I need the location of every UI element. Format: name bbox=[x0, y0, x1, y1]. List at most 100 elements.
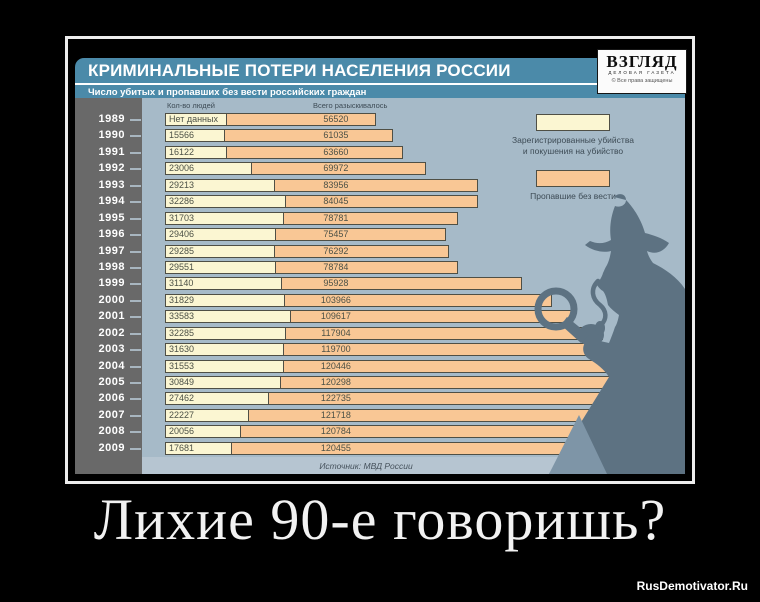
murders-value: 29406 bbox=[169, 229, 195, 240]
axis-tick bbox=[130, 365, 141, 368]
year-label: 1994 bbox=[98, 195, 125, 208]
missing-persons-value: 122735 bbox=[320, 393, 351, 404]
year-label: 2007 bbox=[98, 408, 125, 421]
source-label: Источник: МВД России bbox=[319, 461, 413, 471]
missing-persons-value: 78781 bbox=[323, 212, 349, 223]
axis-tick bbox=[130, 217, 141, 220]
year-label: 2006 bbox=[98, 392, 125, 405]
chart-rows: 1989 56520 Нет данных 1990 61035 15566 1991 636… bbox=[75, 113, 685, 458]
axis-tick bbox=[130, 349, 141, 352]
year-row-1990: 1990 61035 15566 bbox=[75, 129, 685, 143]
year-row-2004: 2004 120446 31553 bbox=[75, 359, 685, 373]
axis-tick bbox=[130, 151, 141, 154]
source-strip bbox=[142, 457, 685, 474]
murders-value: 33583 bbox=[169, 311, 195, 322]
chart-body: Кол-во людей Всего разыскивалось 1989 565… bbox=[75, 98, 685, 474]
chart-header: КРИМИНАЛЬНЫЕ ПОТЕРИ НАСЕЛЕНИЯ РОССИИ Чис… bbox=[75, 58, 685, 98]
missing-persons-value: 61035 bbox=[323, 130, 349, 141]
axis-tick bbox=[130, 398, 141, 401]
year-row-1991: 1991 63660 16122 bbox=[75, 145, 685, 159]
murders-value: 15566 bbox=[169, 130, 195, 141]
logo-name: ВЗГЛЯД bbox=[606, 52, 678, 71]
axis-tick bbox=[130, 431, 141, 434]
year-row-2006: 2006 122735 27462 bbox=[75, 392, 685, 406]
year-row-1994: 1994 84045 32286 bbox=[75, 195, 685, 209]
bar-track: 61035 15566 bbox=[165, 129, 683, 143]
year-row-1989: 1989 56520 Нет данных bbox=[75, 113, 685, 126]
axis-tick bbox=[130, 135, 141, 138]
missing-persons-value: 117904 bbox=[321, 327, 351, 338]
year-row-1992: 1992 69972 23006 bbox=[75, 162, 685, 176]
murders-bar bbox=[165, 145, 227, 159]
axis-tick bbox=[130, 316, 141, 319]
column-header-total: Всего разыскивалось bbox=[313, 101, 388, 110]
murders-value: 29213 bbox=[169, 179, 195, 190]
axis-tick bbox=[130, 332, 141, 335]
murders-bar bbox=[165, 392, 269, 406]
missing-persons-value: 76292 bbox=[323, 245, 349, 256]
murders-value: 32286 bbox=[169, 196, 195, 207]
missing-persons-value: 120784 bbox=[320, 426, 351, 437]
bar-track: 117904 32285 bbox=[165, 326, 683, 340]
year-row-2003: 2003 119700 31630 bbox=[75, 343, 685, 357]
year-row-1995: 1995 78781 31703 bbox=[75, 211, 685, 225]
year-axis-column bbox=[75, 98, 142, 474]
chart-image: КРИМИНАЛЬНЫЕ ПОТЕРИ НАСЕЛЕНИЯ РОССИИ Чис… bbox=[75, 46, 687, 474]
year-label: 2008 bbox=[98, 425, 125, 438]
vzglyad-logo: ВЗГЛЯД ДЕЛОВАЯ ГАЗЕТА © Все права защище… bbox=[597, 49, 687, 94]
chart-title: КРИМИНАЛЬНЫЕ ПОТЕРИ НАСЕЛЕНИЯ РОССИИ bbox=[88, 61, 511, 80]
year-label: 1989 bbox=[98, 113, 125, 125]
axis-tick bbox=[130, 201, 141, 204]
year-label: 2009 bbox=[98, 441, 125, 454]
year-row-1997: 1997 76292 29285 bbox=[75, 244, 685, 258]
missing-persons-value: 83956 bbox=[323, 179, 349, 190]
year-row-2002: 2002 117904 32285 bbox=[75, 326, 685, 340]
murders-bar bbox=[165, 277, 283, 291]
murders-value: 32285 bbox=[169, 327, 195, 338]
missing-persons-value: 109617 bbox=[320, 311, 351, 322]
bar-track: 95928 31140 bbox=[165, 277, 683, 291]
year-label: 1998 bbox=[98, 260, 125, 273]
year-row-2001: 2001 109617 33583 bbox=[75, 310, 685, 324]
bar-track: 75457 29406 bbox=[165, 228, 683, 242]
missing-persons-value: 75457 bbox=[323, 229, 349, 240]
bar-track: 119700 31630 bbox=[165, 343, 683, 357]
legend-swatch-missing bbox=[536, 170, 610, 187]
murders-value: 31703 bbox=[169, 212, 195, 223]
missing-persons-value: 69972 bbox=[323, 163, 349, 174]
murders-value: 16122 bbox=[169, 146, 195, 157]
bar-track: 120298 30849 bbox=[165, 376, 683, 389]
bar-track: 76292 29285 bbox=[165, 244, 683, 258]
year-label: 1992 bbox=[98, 162, 125, 175]
missing-persons-value: 120298 bbox=[320, 377, 351, 387]
axis-tick bbox=[130, 119, 141, 121]
detective-silhouette-icon bbox=[534, 194, 685, 474]
bar-track: 78781 31703 bbox=[165, 211, 683, 225]
column-header-people: Кол-во людей bbox=[167, 101, 215, 110]
year-label: 2004 bbox=[98, 359, 125, 372]
murders-bar bbox=[165, 408, 250, 422]
legend-label-missing: Пропавшие без вести bbox=[530, 191, 616, 201]
year-label: 1990 bbox=[98, 129, 125, 142]
legend-spacer bbox=[500, 157, 646, 170]
murders-bar bbox=[165, 228, 276, 242]
murders-bar bbox=[165, 343, 285, 357]
missing-persons-value: 120446 bbox=[320, 360, 351, 371]
year-row-2000: 2000 103966 31829 bbox=[75, 293, 685, 307]
murders-bar bbox=[165, 211, 285, 225]
missing-persons-value: 56520 bbox=[323, 114, 349, 124]
murders-bar bbox=[165, 113, 227, 126]
murders-bar bbox=[165, 195, 287, 209]
year-label: 1991 bbox=[98, 145, 125, 158]
year-label: 2000 bbox=[98, 293, 125, 306]
year-row-2009: 2009 120455 17681 bbox=[75, 441, 685, 455]
site-watermark: RusDemotivator.Ru bbox=[636, 579, 748, 593]
murders-bar bbox=[165, 310, 292, 324]
missing-persons-value: 103966 bbox=[320, 294, 351, 305]
axis-tick bbox=[130, 382, 141, 384]
murders-value: 29551 bbox=[169, 261, 195, 272]
year-row-1996: 1996 75457 29406 bbox=[75, 228, 685, 242]
murders-bar bbox=[165, 425, 242, 439]
murders-bar bbox=[165, 359, 284, 373]
demotivator-caption: Лихие 90-е говоришь? bbox=[93, 487, 667, 552]
